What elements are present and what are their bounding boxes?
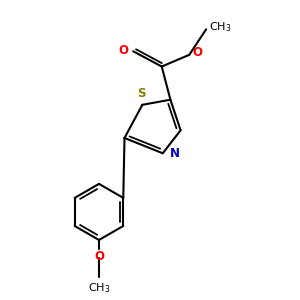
- Text: S: S: [138, 87, 146, 100]
- Text: O: O: [192, 46, 202, 59]
- Text: N: N: [170, 147, 180, 160]
- Text: CH$_3$: CH$_3$: [209, 20, 232, 34]
- Text: CH$_3$: CH$_3$: [88, 281, 110, 295]
- Text: O: O: [94, 250, 104, 263]
- Text: O: O: [118, 44, 128, 57]
